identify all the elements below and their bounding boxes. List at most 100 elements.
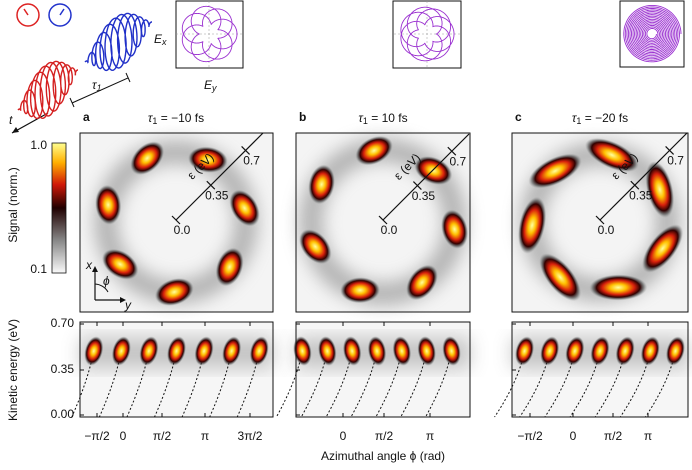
photoelectron-lobe	[539, 253, 582, 302]
blue-arrow	[59, 8, 65, 16]
radial-tick	[412, 181, 422, 191]
spectrum-lobe	[139, 336, 159, 366]
photoelectron-lobe	[308, 164, 335, 205]
radial-tick-label: 0.7	[667, 154, 684, 168]
orientation-angle: ϕ	[103, 274, 110, 288]
x-tick-label: 3π/2	[238, 429, 263, 443]
radial-tick	[665, 145, 675, 155]
panel-delay: τ1 = 10 fs	[358, 111, 407, 126]
radial-axis	[382, 133, 470, 221]
x-tick-label: −π/2	[517, 429, 543, 443]
colorbar-label: Signal (norm.)	[6, 167, 20, 242]
delay-value: = 10 fs	[368, 111, 408, 125]
time-label: t	[9, 113, 13, 127]
radial-tick	[241, 145, 251, 155]
photoelectron-lobe	[215, 247, 244, 287]
radial-tick	[378, 215, 388, 225]
spectrum-lobe	[590, 336, 610, 366]
spectrum-lobe	[565, 336, 585, 366]
photoelectron-lobe	[406, 264, 438, 301]
strip-background	[296, 322, 470, 417]
colorbar-scale	[51, 142, 67, 274]
x-tick-label: π	[426, 429, 434, 443]
photoelectron-lobe	[517, 196, 547, 254]
colorbar: 1.0 0.1 Signal (norm.)	[6, 138, 67, 276]
delay-value: = −20 fs	[581, 111, 628, 125]
photoelectron-lobe	[299, 229, 332, 265]
inset-axes	[176, 1, 242, 67]
spectrum-lobe	[84, 336, 104, 366]
time-arrowhead	[12, 127, 19, 133]
radial-axis	[599, 132, 688, 221]
photoelectron-lobe	[528, 153, 582, 189]
spectrum-lobe	[367, 336, 387, 366]
spectrum-lobe	[222, 336, 242, 366]
radial-tick-label: 0.35	[205, 188, 229, 202]
red-circle	[16, 3, 40, 27]
radial-axis	[175, 132, 264, 221]
photoelectron-lobe	[130, 141, 165, 175]
photoelectron-lobe	[154, 278, 194, 306]
delay-label: τ1	[92, 78, 102, 93]
energy-tick-label: 0.35	[51, 362, 75, 376]
x-tick-label: 0	[570, 429, 577, 443]
ey-label: Ey	[204, 78, 217, 93]
image-frame	[511, 132, 689, 313]
spectrum-lobe	[515, 336, 535, 366]
orientation-axes	[94, 270, 122, 301]
radial-tick	[206, 180, 216, 190]
spectrum-lobe	[111, 336, 131, 366]
radial-tick-label: 0.7	[449, 154, 466, 168]
photoelectron-lobe	[645, 161, 675, 218]
helix	[84, 12, 152, 72]
delay-symbol: τ	[148, 111, 154, 125]
ey-symbol: E	[204, 78, 213, 92]
photoelectron-lobe	[585, 137, 639, 173]
radial-tick	[171, 215, 181, 225]
field-curve	[400, 6, 455, 62]
photoelectron-lobe	[355, 135, 393, 166]
radial-tick-label: 0.0	[598, 223, 615, 237]
delay-subscript: 1	[363, 116, 368, 126]
ey-subscript: y	[211, 83, 217, 93]
x-tick-label: 0	[340, 429, 347, 443]
ex-label: Ex	[154, 32, 167, 47]
delay-value: = −10 fs	[157, 111, 204, 125]
photoelectron-lobe	[101, 248, 139, 280]
x-tick-label: π/2	[153, 429, 172, 443]
photoelectron-lobe	[95, 184, 122, 225]
x-axis-label: Azimuthal angle ϕ (rad)	[321, 449, 445, 463]
orientation-y: y	[124, 298, 132, 312]
spectrum-lobe	[540, 336, 560, 366]
spectrum-lobe	[342, 336, 362, 366]
field-curve	[623, 4, 682, 63]
orientation-arc	[94, 283, 109, 293]
image-frame	[295, 132, 471, 313]
spectrum-lobe	[392, 336, 412, 366]
radial-tick	[595, 215, 605, 225]
radial-tick-label: 0.7	[243, 154, 260, 168]
x-tick-label: −π/2	[84, 429, 110, 443]
spectrum-lobe	[194, 336, 214, 366]
strip-background	[512, 322, 688, 417]
delay-symbol: τ	[92, 78, 98, 92]
ex-symbol: E	[154, 32, 163, 46]
orientation-arrowheads	[92, 266, 126, 303]
delay-subscript: 1	[97, 83, 102, 93]
field-curve	[181, 5, 238, 63]
pulse-schematic: t τ1	[9, 3, 131, 134]
photoelectron-lobe	[589, 274, 648, 301]
image-frame	[79, 132, 274, 313]
delay-symbol: τ	[358, 111, 364, 125]
radial-tick	[630, 180, 640, 190]
x-tick-label: π	[201, 429, 209, 443]
spectrum-lobe	[665, 336, 685, 366]
colorbar-min: 0.1	[30, 262, 47, 276]
red-arrow	[23, 8, 29, 16]
spectrum-lobe	[417, 336, 436, 366]
field-insets: Ex Ey	[154, 0, 685, 93]
panel-letter: b	[299, 110, 306, 124]
x-tick-label: 0	[120, 429, 127, 443]
spectrum-lobe	[615, 336, 635, 366]
